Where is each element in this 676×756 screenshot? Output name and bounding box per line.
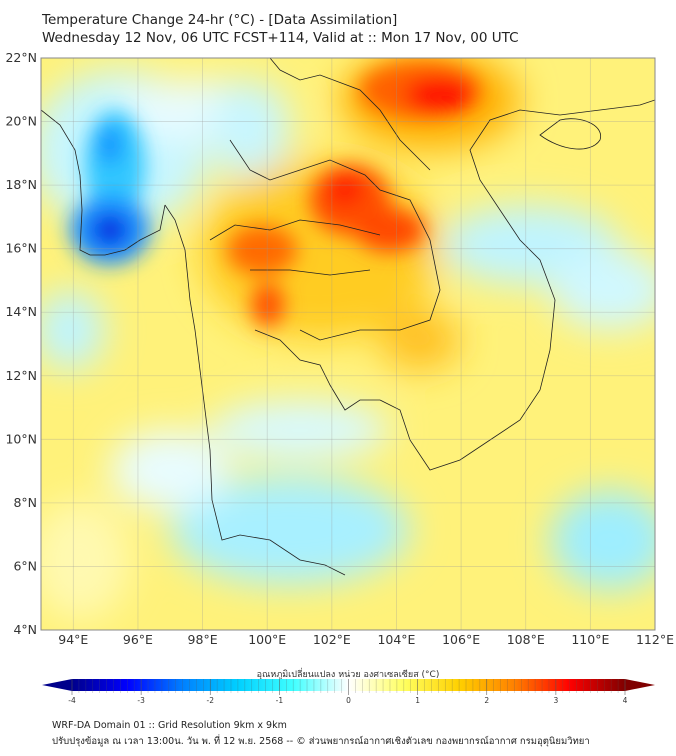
- lat-label: 8°N: [13, 495, 37, 510]
- lon-label: 104°E: [377, 632, 415, 647]
- colorbar-max-extend: [625, 679, 655, 691]
- map-frame: [40, 57, 656, 631]
- lon-label: 106°E: [442, 632, 480, 647]
- temperature-change-map: 4°N 6°N 8°N 10°N 12°N 14°N 16°N 18°N 20°N 22°N 94…: [5, 50, 674, 647]
- colorbar-tick-label: -4: [68, 696, 76, 705]
- footer-model-info: WRF-DA Domain 01 :: Grid Resolution 9km …: [52, 720, 287, 731]
- colorbar: -4 -3 -2 -1 0 1 2 3 4: [42, 679, 655, 705]
- coastlines: [41, 58, 655, 576]
- lat-label: 14°N: [5, 304, 37, 319]
- lat-label: 18°N: [5, 177, 37, 192]
- colorbar-tick-label: -1: [276, 696, 284, 705]
- lat-label: 12°N: [5, 368, 37, 383]
- lon-label: 96°E: [123, 632, 153, 647]
- lat-label: 16°N: [5, 241, 37, 256]
- lat-label: 4°N: [13, 622, 37, 637]
- lon-label: 112°E: [636, 632, 674, 647]
- lon-label: 94°E: [58, 632, 88, 647]
- chart-title: Temperature Change 24-hr (°C) - [Data As…: [42, 12, 398, 28]
- colorbar-tick-label: 3: [553, 696, 558, 705]
- colorbar-tick-label: 4: [623, 696, 628, 705]
- lon-label: 98°E: [188, 632, 218, 647]
- colorbar-title: อุณหภูมิเปลี่ยนแปลง หน่วย องศาเซลเซียส (…: [256, 670, 440, 680]
- chart-subtitle: Wednesday 12 Nov, 06 UTC FCST+114, Valid…: [42, 30, 519, 46]
- lat-label: 22°N: [5, 50, 37, 65]
- lon-label: 100°E: [248, 632, 286, 647]
- latitude-labels: 4°N 6°N 8°N 10°N 12°N 14°N 16°N 18°N 20°N 22°N: [5, 50, 37, 637]
- temperature-field: [41, 58, 655, 630]
- lat-label: 20°N: [5, 114, 37, 129]
- lat-label: 10°N: [5, 431, 37, 446]
- lat-label: 6°N: [13, 558, 37, 573]
- lon-label: 110°E: [571, 632, 609, 647]
- colorbar-tick-label: 1: [415, 696, 420, 705]
- colorbar-tick-label: 2: [484, 696, 489, 705]
- lon-label: 108°E: [507, 632, 545, 647]
- colorbar-min-extend: [42, 679, 72, 691]
- colorbar-tick-label: -3: [137, 696, 145, 705]
- graticule: [41, 58, 655, 630]
- longitude-labels: 94°E 96°E 98°E 100°E 102°E 104°E 106°E 108°E 110…: [58, 632, 674, 647]
- colorbar-tick-label: 0: [346, 696, 351, 705]
- footer-update-info: ปรับปรุงข้อมูล ณ เวลา 13:00น. วัน พ. ที่…: [52, 736, 590, 747]
- colorbar-tick-label: -2: [207, 696, 215, 705]
- lon-label: 102°E: [313, 632, 351, 647]
